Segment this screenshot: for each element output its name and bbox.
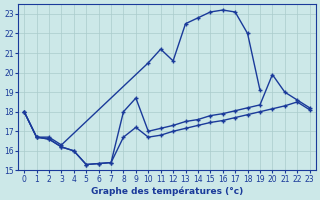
X-axis label: Graphe des températures (°c): Graphe des températures (°c) <box>91 186 243 196</box>
